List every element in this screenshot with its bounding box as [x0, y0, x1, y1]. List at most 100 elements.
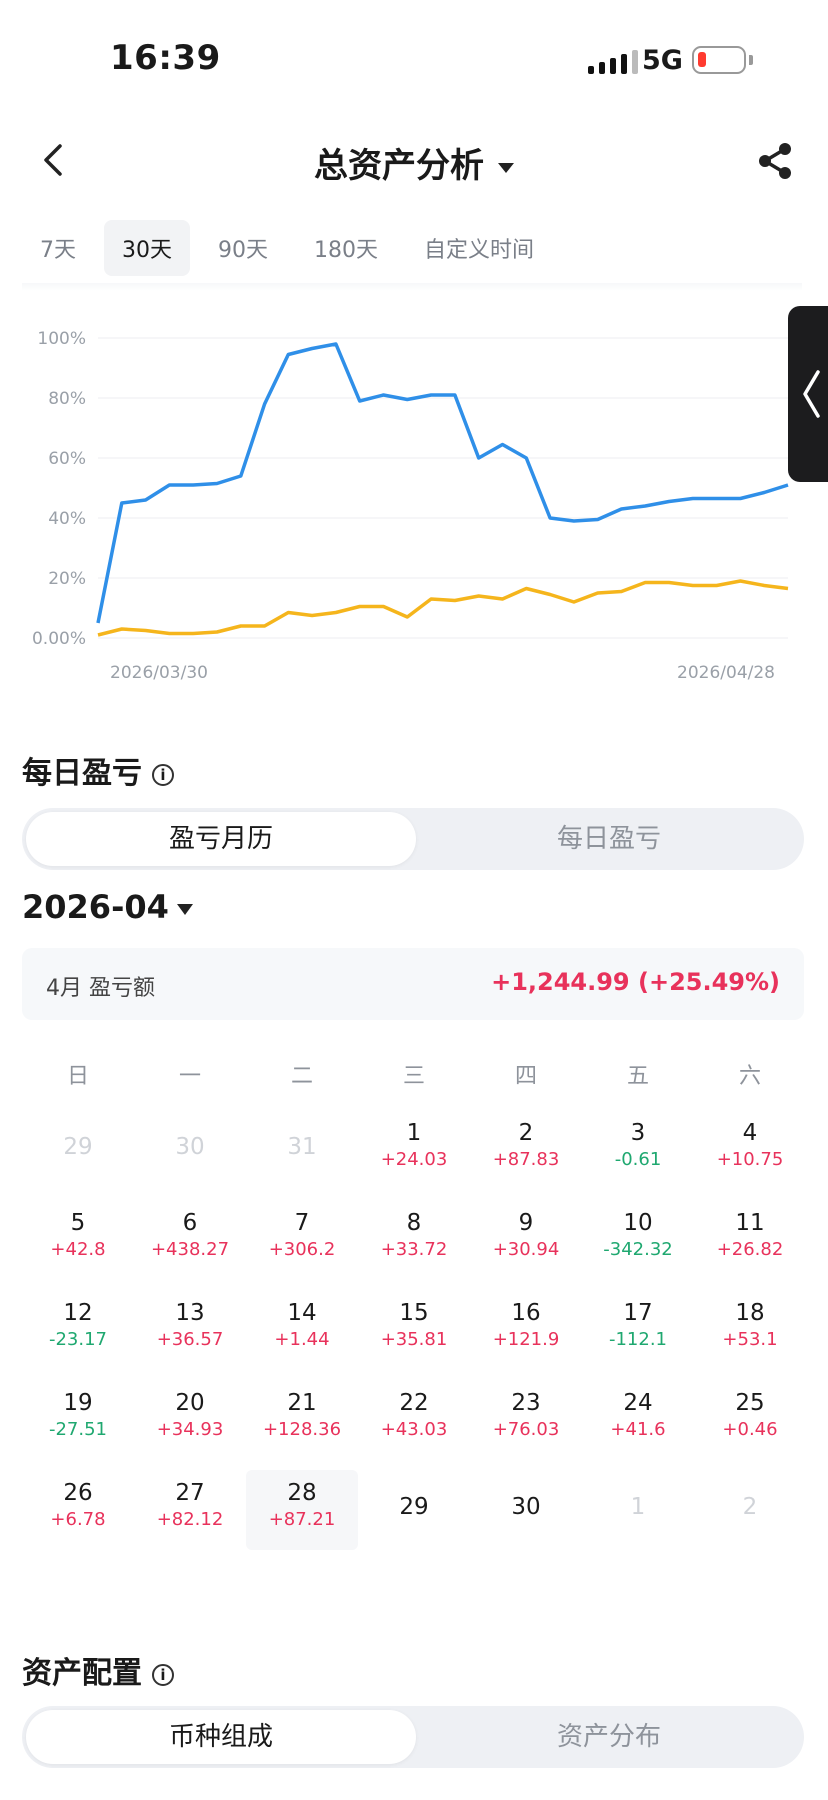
tab-30d[interactable]: 30天	[104, 220, 190, 276]
info-icon[interactable]: i	[152, 764, 174, 786]
month-selector[interactable]: 2026-04	[22, 888, 193, 926]
asset-chart: 100% 80% 60% 40% 20% 0.00% 2026/03/30 2026/04/2…	[0, 300, 828, 700]
calendar-day-number: 5	[70, 1210, 86, 1236]
chevron-down-icon	[498, 162, 514, 173]
tab-90d[interactable]: 90天	[218, 238, 268, 263]
calendar-day-number: 3	[630, 1120, 646, 1146]
weekday-label: 二	[290, 1064, 313, 1089]
y-tick-label: 40%	[48, 509, 86, 529]
calendar-day-cell[interactable]: 4 +10.75	[694, 1110, 806, 1190]
weekday-label: 六	[738, 1064, 761, 1089]
calendar-day-cell[interactable]: 7 +306.2	[246, 1200, 358, 1280]
calendar-week-row: 29 30 31 1 +24.03 2 +87.83 3 -0.61 4 +10.75	[22, 1110, 806, 1200]
calendar-day-number: 28	[287, 1480, 317, 1506]
tab-7d[interactable]: 7天	[40, 238, 76, 263]
calendar-day-pnl: +87.83	[492, 1149, 560, 1170]
calendar-day-cell[interactable]: 17 -112.1	[582, 1290, 694, 1370]
calendar-week-row: 26 +6.78 27 +82.12 28 +87.21 29 30 1 2	[22, 1470, 806, 1560]
calendar-day-cell[interactable]: 25 +0.46	[694, 1380, 806, 1460]
calendar-day-number: 12	[63, 1300, 93, 1326]
calendar-day-number: 16	[511, 1300, 541, 1326]
calendar-day-pnl: +43.03	[380, 1419, 448, 1440]
calendar-day-number: 29	[63, 1134, 93, 1160]
pnl-calendar: 29 30 31 1 +24.03 2 +87.83 3 -0.61 4 +10.75 5 +42.8 6…	[22, 1110, 806, 1560]
calendar-day-cell[interactable]: 29	[358, 1470, 470, 1550]
calendar-day-cell[interactable]: 8 +33.72	[358, 1200, 470, 1280]
calendar-day-number: 24	[623, 1390, 653, 1416]
calendar-day-cell[interactable]: 20 +34.93	[134, 1380, 246, 1460]
back-icon[interactable]	[34, 140, 74, 180]
calendar-day-pnl: +438.27	[150, 1239, 230, 1260]
range-tabs: 7天 30天 90天 180天 自定义时间	[22, 220, 562, 276]
calendar-day-pnl: +24.03	[380, 1149, 448, 1170]
seg-pnl-calendar[interactable]: 盈亏月历	[26, 812, 416, 866]
calendar-day-cell: 29	[22, 1110, 134, 1190]
calendar-day-cell[interactable]: 6 +438.27	[134, 1200, 246, 1280]
calendar-day-number: 14	[287, 1300, 317, 1326]
calendar-day-number: 31	[287, 1134, 317, 1160]
side-drawer-handle[interactable]	[788, 306, 828, 482]
calendar-day-pnl: +53.1	[722, 1329, 778, 1350]
calendar-day-pnl: +33.72	[380, 1239, 448, 1260]
calendar-day-cell[interactable]: 11 +26.82	[694, 1200, 806, 1280]
chevron-down-icon	[176, 903, 193, 915]
calendar-day-pnl: +10.75	[716, 1149, 784, 1170]
calendar-day-cell: 30	[134, 1110, 246, 1190]
calendar-day-cell[interactable]: 2 +87.83	[470, 1110, 582, 1190]
calendar-day-pnl: +82.12	[156, 1509, 224, 1530]
calendar-day-pnl: +30.94	[492, 1239, 560, 1260]
calendar-day-pnl: -23.17	[48, 1329, 108, 1350]
tab-180d[interactable]: 180天	[314, 238, 378, 263]
calendar-day-cell[interactable]: 28 +87.21	[246, 1470, 358, 1550]
weekday-label: 四	[514, 1064, 537, 1089]
summary-value: +1,244.99 (+25.49%)	[491, 968, 780, 996]
calendar-day-cell[interactable]: 23 +76.03	[470, 1380, 582, 1460]
calendar-day-cell[interactable]: 5 +42.8	[22, 1200, 134, 1280]
page-title-dropdown[interactable]: 总资产分析	[0, 138, 828, 187]
calendar-day-cell[interactable]: 14 +1.44	[246, 1290, 358, 1370]
battery-icon	[692, 46, 746, 74]
chart-divider	[22, 283, 802, 291]
daily-pnl-title: 每日盈亏 i	[22, 748, 174, 792]
calendar-day-cell[interactable]: 24 +41.6	[582, 1380, 694, 1460]
calendar-day-cell[interactable]: 13 +36.57	[134, 1290, 246, 1370]
calendar-day-pnl: -342.32	[603, 1239, 673, 1260]
tab-custom-range[interactable]: 自定义时间	[424, 238, 535, 263]
x-tick-label-start: 2026/03/30	[110, 663, 208, 683]
month-value: 2026-04	[22, 888, 169, 926]
share-icon[interactable]	[754, 140, 796, 182]
x-tick-label-end: 2026/04/28	[677, 663, 775, 683]
calendar-day-pnl: +26.82	[716, 1239, 784, 1260]
calendar-day-cell[interactable]: 21 +128.36	[246, 1380, 358, 1460]
calendar-day-number: 20	[175, 1390, 205, 1416]
calendar-day-cell[interactable]: 9 +30.94	[470, 1200, 582, 1280]
calendar-day-cell[interactable]: 12 -23.17	[22, 1290, 134, 1370]
calendar-day-cell[interactable]: 22 +43.03	[358, 1380, 470, 1460]
calendar-day-cell[interactable]: 3 -0.61	[582, 1110, 694, 1190]
calendar-day-pnl: +128.36	[262, 1419, 342, 1440]
weekday-label: 日	[66, 1064, 89, 1089]
calendar-day-number: 10	[623, 1210, 653, 1236]
calendar-day-cell[interactable]: 1 +24.03	[358, 1110, 470, 1190]
seg-daily-pnl[interactable]: 每日盈亏	[556, 824, 661, 854]
calendar-day-cell[interactable]: 16 +121.9	[470, 1290, 582, 1370]
calendar-day-number: 13	[175, 1300, 205, 1326]
calendar-day-cell[interactable]: 27 +82.12	[134, 1470, 246, 1550]
series-line-blue	[96, 342, 789, 624]
seg-asset-distribution[interactable]: 资产分布	[556, 1722, 661, 1752]
y-tick-label: 100%	[37, 329, 86, 349]
info-icon[interactable]: i	[152, 1664, 174, 1686]
calendar-day-cell[interactable]: 10 -342.32	[582, 1200, 694, 1280]
calendar-day-number: 29	[399, 1494, 429, 1520]
calendar-week-row: 12 -23.17 13 +36.57 14 +1.44 15 +35.81 16 +121.9 1…	[22, 1290, 806, 1380]
calendar-day-cell: 2	[694, 1470, 806, 1550]
calendar-day-number: 22	[399, 1390, 429, 1416]
calendar-day-pnl: -27.51	[48, 1419, 108, 1440]
calendar-day-number: 7	[294, 1210, 310, 1236]
calendar-day-cell[interactable]: 26 +6.78	[22, 1470, 134, 1550]
seg-currency-composition[interactable]: 币种组成	[26, 1710, 416, 1764]
calendar-day-cell[interactable]: 30	[470, 1470, 582, 1550]
calendar-day-cell[interactable]: 18 +53.1	[694, 1290, 806, 1370]
calendar-day-cell[interactable]: 19 -27.51	[22, 1380, 134, 1460]
calendar-day-cell[interactable]: 15 +35.81	[358, 1290, 470, 1370]
